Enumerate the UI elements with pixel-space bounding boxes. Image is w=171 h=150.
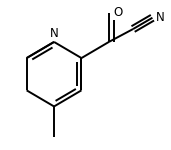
Text: O: O [113, 6, 122, 19]
Text: N: N [156, 11, 165, 24]
Text: N: N [50, 27, 58, 40]
